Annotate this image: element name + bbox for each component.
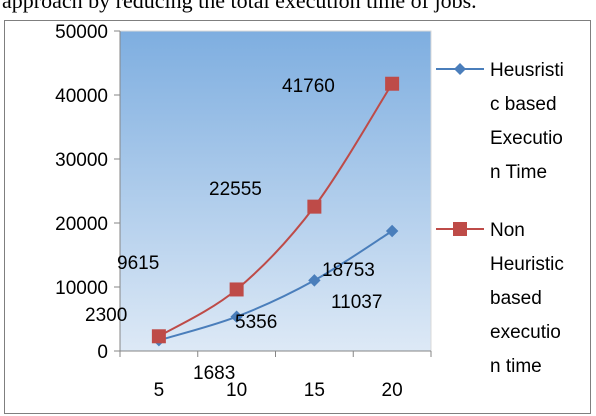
data-label: 22555 — [209, 179, 262, 200]
legend-label: based — [490, 288, 542, 309]
data-label: 1683 — [193, 363, 235, 384]
diamond-marker — [308, 274, 321, 287]
data-label: 2300 — [85, 305, 127, 326]
x-tick-label: 20 — [382, 380, 403, 401]
legend-label: Non — [490, 220, 525, 241]
y-tick-label: 20000 — [55, 214, 108, 235]
y-tick-label: 50000 — [55, 22, 108, 43]
legend-label: Heusristi — [490, 60, 564, 81]
y-tick-label: 10000 — [55, 278, 108, 299]
diamond-marker — [385, 224, 399, 238]
legend-square-marker — [453, 222, 467, 236]
square-marker — [151, 329, 166, 344]
square-marker — [385, 76, 400, 91]
diamond-marker — [230, 310, 243, 323]
square-marker — [307, 199, 322, 214]
legend-diamond-marker — [454, 63, 466, 75]
legend-label: Heuristic — [490, 254, 564, 275]
legend-label: n Time — [490, 162, 547, 183]
legend-label: executio — [490, 322, 561, 343]
series-line-1 — [158, 83, 393, 338]
data-label: 18753 — [322, 260, 375, 281]
data-label: 5356 — [235, 312, 277, 333]
header-text: approach by reducing the total execution… — [2, 0, 477, 13]
plot-area — [119, 30, 432, 352]
square-marker — [229, 282, 244, 297]
y-tick-label: 40000 — [55, 86, 108, 107]
y-tick-label: 30000 — [55, 150, 108, 171]
data-label: 41760 — [282, 76, 335, 97]
y-tick-label: 0 — [97, 342, 108, 363]
data-label: 9615 — [117, 253, 159, 274]
x-tick-label: 5 — [154, 380, 165, 401]
x-tick-label: 15 — [304, 380, 325, 401]
legend-label: c based — [490, 94, 557, 115]
legend-label: n time — [490, 356, 542, 377]
series-line-0 — [158, 230, 393, 342]
data-label: 11037 — [331, 292, 382, 313]
x-tick-label: 10 — [226, 380, 247, 401]
legend-label: Executio — [490, 128, 563, 149]
